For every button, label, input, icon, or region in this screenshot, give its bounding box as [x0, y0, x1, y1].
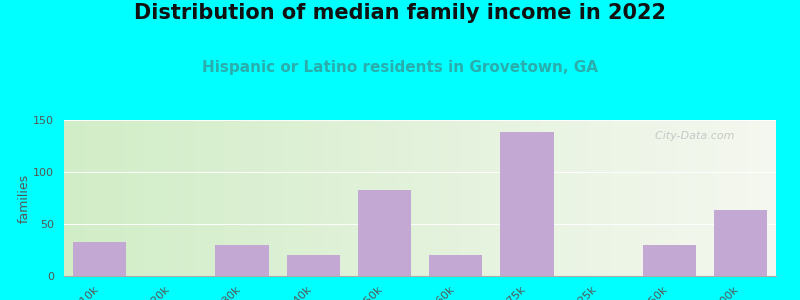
Text: Hispanic or Latino residents in Grovetown, GA: Hispanic or Latino residents in Grovetow…	[202, 60, 598, 75]
Bar	[642, 245, 696, 276]
Bar	[286, 255, 340, 276]
Bar	[429, 255, 482, 276]
Bar	[358, 190, 411, 276]
Text: Distribution of median family income in 2022: Distribution of median family income in …	[134, 3, 666, 23]
Bar	[500, 133, 554, 276]
Text: City-Data.com: City-Data.com	[648, 131, 734, 141]
Bar	[714, 211, 767, 276]
Bar	[215, 245, 269, 276]
Bar	[73, 242, 126, 276]
Y-axis label: families: families	[18, 173, 30, 223]
